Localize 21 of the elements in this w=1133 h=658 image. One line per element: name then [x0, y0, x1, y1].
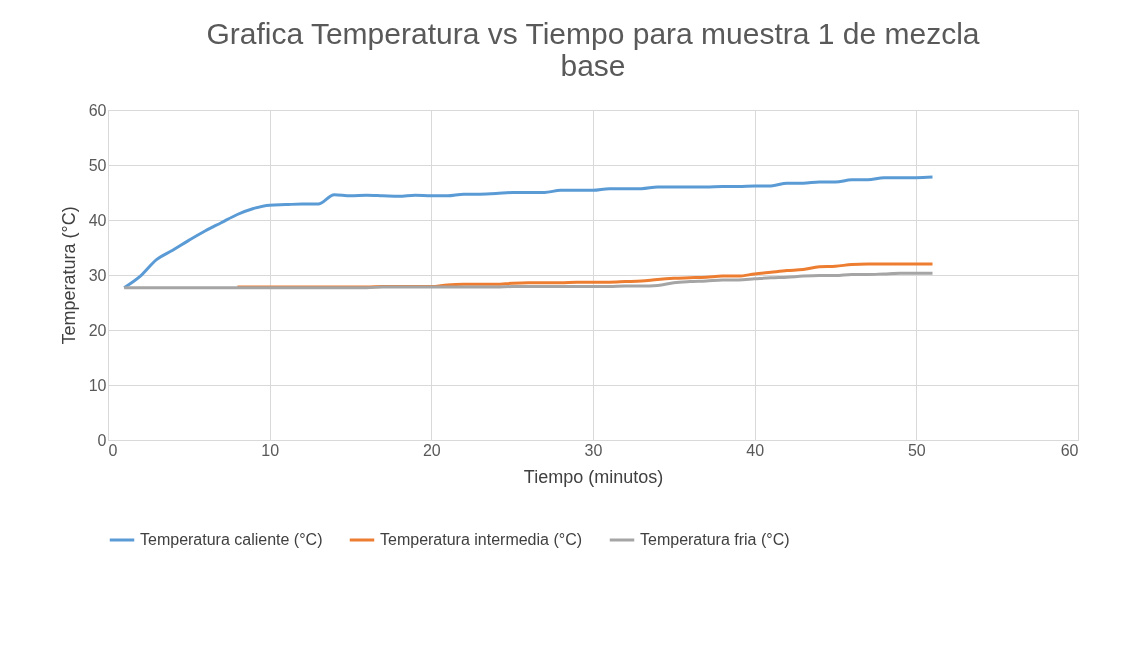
- y-tick-label: 50: [88, 156, 107, 174]
- x-tick-label: 10: [261, 441, 280, 459]
- legend-label: Temperatura caliente (°C): [140, 531, 323, 548]
- x-tick-label: 20: [422, 441, 441, 459]
- y-tick-label: 40: [88, 211, 107, 229]
- x-axis-title: Tiempo (minutos): [523, 466, 664, 487]
- legend-label: Temperatura fria (°C): [640, 531, 790, 548]
- line-series: [122, 175, 934, 290]
- x-tick-label: 40: [746, 441, 765, 459]
- line-series: [122, 271, 934, 290]
- y-tick-label: 20: [88, 321, 107, 339]
- y-axis-title: Temperatura (°C): [58, 206, 79, 345]
- legend-label: Temperatura intermedia (°C): [380, 531, 583, 548]
- chart-title: Grafica Temperatura vs Tiempo para muestra 1 de mezcla base: [206, 17, 980, 82]
- x-tick-label: 60: [1060, 441, 1079, 459]
- y-tick-label: 60: [88, 101, 107, 119]
- x-tick-label: 0: [108, 441, 118, 459]
- y-tick-label: 30: [88, 266, 107, 284]
- x-tick-label: 50: [907, 441, 926, 459]
- y-tick-label: 10: [88, 376, 107, 394]
- x-tick-label: 30: [584, 441, 603, 459]
